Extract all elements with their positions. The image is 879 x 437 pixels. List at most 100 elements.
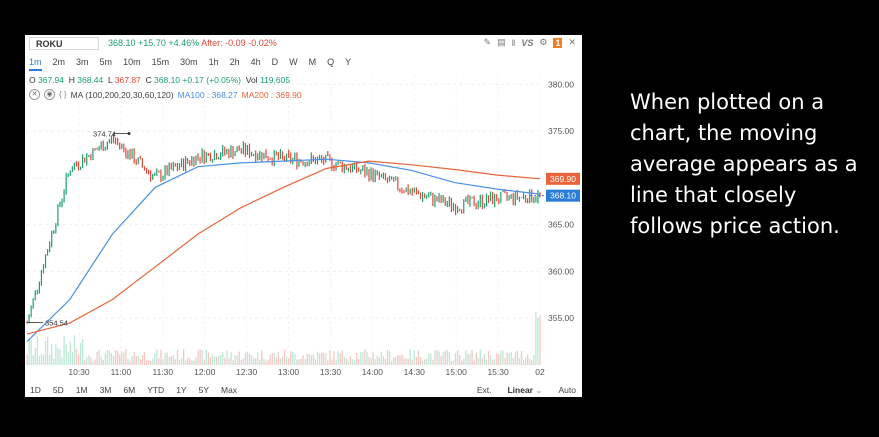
volume-bar	[215, 357, 218, 365]
volume-bar	[201, 350, 203, 365]
volume-bar	[498, 354, 500, 365]
volume-bar	[399, 355, 401, 365]
volume-bar	[213, 356, 216, 365]
volume-bar	[57, 348, 59, 365]
volume-bar	[67, 351, 69, 365]
volume-bar	[318, 353, 321, 365]
volume-bar	[329, 349, 331, 365]
range-button[interactable]: 1M	[75, 385, 88, 395]
volume-bar	[205, 349, 207, 365]
volume-bar	[224, 357, 226, 365]
chart-type-icon[interactable]: ▤	[497, 37, 506, 47]
x-tick-label: 15:00	[446, 367, 468, 377]
volume-bar	[147, 360, 150, 365]
timeframe-tab[interactable]: 2h	[229, 57, 240, 67]
timeframe-tab[interactable]: 3m	[76, 57, 89, 67]
last-price-tag-bg	[546, 189, 580, 202]
range-button[interactable]: 6M	[123, 385, 136, 395]
low-label: L	[107, 75, 113, 85]
compare-button[interactable]: VS	[521, 37, 534, 48]
timeframe-tab[interactable]: 15m	[151, 57, 170, 67]
volume-bar	[415, 356, 418, 365]
volume-bar	[172, 354, 174, 365]
timeframe-tab[interactable]: 5m	[99, 57, 113, 67]
volume-bar	[366, 351, 368, 365]
timeframe-tab[interactable]: M	[308, 57, 317, 67]
timeframe-tab[interactable]: W	[289, 57, 298, 67]
volume-bar	[508, 353, 510, 365]
timeframe-tab[interactable]: Y	[345, 57, 352, 67]
range-button[interactable]: 5D	[52, 385, 64, 395]
volume-bar	[174, 359, 177, 365]
volume-bar	[537, 318, 539, 365]
volume-bar	[112, 356, 115, 365]
volume-bar	[382, 355, 385, 365]
volume-bar	[279, 358, 282, 365]
timeframe-tab[interactable]: 2m	[52, 57, 66, 67]
volume-bar	[102, 360, 104, 365]
timeframe-tab[interactable]: 10m	[123, 57, 141, 67]
volume-bar	[119, 354, 121, 365]
scale-controls: Ext. Linear ⌄ Auto	[477, 385, 576, 396]
range-button[interactable]: YTD	[147, 385, 165, 395]
ma-indicator-row: ✕ ◉ { } MA (100,200,20,30,60,120) MA100 …	[29, 89, 302, 100]
volume-bar	[277, 351, 280, 365]
ext-button[interactable]: Ext.	[476, 385, 492, 395]
timeframe-tab[interactable]: 1h	[208, 57, 219, 67]
volume-bar	[448, 351, 451, 365]
volume-bar	[436, 349, 438, 365]
alert-badge[interactable]: 1	[553, 37, 563, 48]
volume-bar	[316, 351, 319, 365]
volume-bar	[166, 352, 168, 365]
chevron-down-icon[interactable]: ⌄	[535, 385, 543, 395]
volume-bar	[389, 351, 391, 365]
quote-change: +15.70	[138, 38, 166, 48]
volume-bar	[492, 360, 494, 365]
volume-bar	[370, 359, 372, 365]
timeframe-tab[interactable]: Q	[327, 57, 335, 67]
close-value: 368.10	[154, 75, 181, 85]
volume-bar	[292, 351, 294, 365]
range-button[interactable]: 1D	[30, 385, 41, 395]
volume-bar	[117, 351, 119, 365]
gear-icon[interactable]: ⚙	[539, 37, 548, 47]
range-button[interactable]: 5Y	[198, 385, 209, 395]
top-bar: ROKU 368.10 +15.70 +4.46% After: -0.09 -…	[25, 35, 582, 52]
volume-bar	[178, 359, 181, 365]
volume-bar	[143, 352, 146, 365]
settings-brackets-icon[interactable]: { }	[59, 90, 67, 99]
close-icon[interactable]: ✕	[568, 37, 576, 47]
x-tick-label: 12:30	[236, 367, 258, 377]
volume-bar	[419, 357, 422, 365]
timeframe-tab[interactable]: 30m	[180, 57, 198, 67]
range-button[interactable]: 3M	[99, 385, 112, 395]
quote-price: 368.10	[108, 38, 136, 48]
symbol-box[interactable]: ROKU	[29, 37, 99, 50]
indicators-icon[interactable]: ‖	[511, 37, 516, 48]
volume-bar	[55, 344, 57, 365]
remove-indicator-icon[interactable]: ✕	[29, 89, 40, 100]
timeframe-tab[interactable]: D	[271, 57, 279, 67]
timeframe-tab[interactable]: 1m	[29, 57, 42, 71]
volume-bar	[347, 360, 350, 365]
volume-bar	[269, 355, 271, 365]
volume-bar	[438, 351, 440, 365]
volume-bar	[90, 357, 92, 365]
visibility-icon[interactable]: ◉	[44, 89, 55, 100]
volume-bar	[345, 358, 348, 365]
timeframe-tab[interactable]: 4h	[250, 57, 261, 67]
volume-bar	[356, 353, 358, 365]
volume-bar	[535, 311, 537, 365]
volume-bar	[63, 335, 65, 365]
volume-bar	[533, 354, 535, 365]
range-button[interactable]: Max	[221, 385, 238, 395]
range-button[interactable]: 1Y	[176, 385, 187, 395]
auto-button[interactable]: Auto	[558, 385, 577, 395]
price-chart[interactable]: 380.00375.00370.00365.00360.00355.0010:3…	[25, 35, 582, 397]
volume-bar	[339, 353, 341, 365]
volume-bar	[42, 354, 45, 365]
after-change: -0.09	[225, 38, 246, 48]
pencil-icon[interactable]: ✎	[483, 37, 492, 47]
scale-select[interactable]: Linear	[507, 385, 533, 395]
volume-bar	[302, 355, 304, 365]
